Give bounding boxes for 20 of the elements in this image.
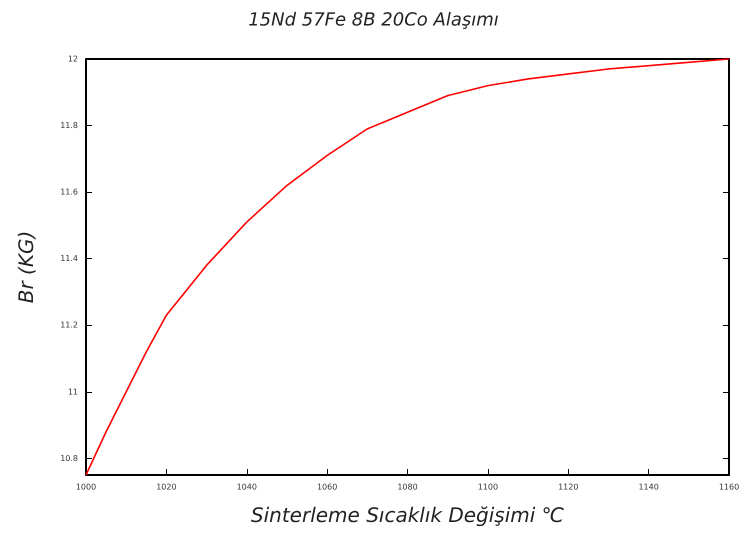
x-tick-label: 1040 [236,482,257,492]
x-tick-label: 1080 [397,482,418,492]
x-tick-label: 1100 [478,482,498,492]
y-tick-label: 12 [68,54,78,64]
y-tick-label: 11.4 [60,254,78,264]
x-tick-label: 1140 [638,482,659,492]
x-tick-label: 1000 [76,482,96,492]
y-tick-label: 11.2 [60,320,78,330]
x-axis-title: Sinterleme Sıcaklık Değişimi ℃ [250,503,565,527]
y-tick-label: 11.6 [60,188,78,197]
x-tick-label: 1160 [718,482,740,492]
line-series [85,58,730,476]
x-tick-label: 1020 [156,482,177,492]
y-tick-label: 11 [68,387,78,396]
x-tick-label: 1060 [316,482,338,492]
x-tick-label: 1120 [558,482,578,492]
y-axis-title: Br (KG) [14,230,38,304]
y-tick-label: 11.8 [60,121,78,130]
y-tick-label: 10.8 [60,454,78,463]
chart-title: 15Nd 57Fe 8B 20Co Alaşımı [248,10,499,30]
